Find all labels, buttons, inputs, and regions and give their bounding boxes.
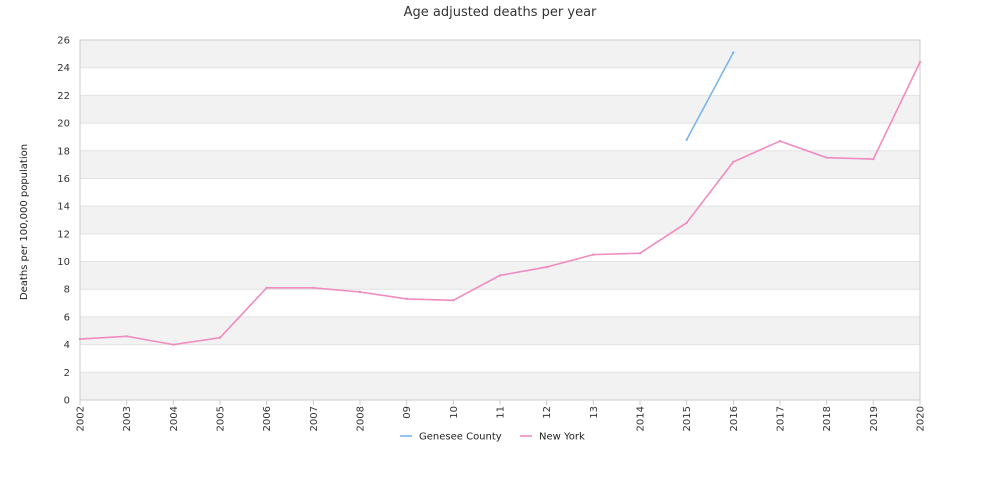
x-tick-label: 2015 [682,406,693,431]
y-tick-label: 22 [57,91,70,102]
data-point[interactable] [265,286,268,290]
band [80,40,920,68]
y-tick-label: 18 [57,146,70,157]
x-tick-label: 2019 [869,406,880,431]
band [80,289,920,317]
legend[interactable]: Genesee County New York [400,432,585,443]
legend-item[interactable]: Genesee County [400,432,502,443]
chart-title: Age adjusted deaths per year [404,5,597,20]
data-point[interactable] [685,221,688,224]
series-layer [78,51,922,346]
y-axis-title: Deaths per 100,000 population [19,144,30,300]
y-tick-label: 2 [64,368,70,379]
x-tick-label: 2005 [216,406,227,431]
band [80,316,920,345]
series-line[interactable] [685,51,735,141]
x-tick-label: 2016 [729,406,740,431]
data-point[interactable] [452,299,455,302]
y-tick-label: 14 [57,202,70,213]
y-tick-label: 26 [57,36,70,47]
data-point[interactable] [545,265,548,269]
x-tick-label: 2007 [309,406,320,431]
x-tick-label: 2006 [262,406,273,431]
y-tick-label: 8 [64,285,70,296]
data-point[interactable] [172,343,175,346]
data-point[interactable] [312,286,315,290]
data-point[interactable] [358,290,362,294]
x-tick-label: 2002 [76,406,87,431]
data-point[interactable] [825,156,828,159]
legend-label: New York [539,432,585,443]
data-point[interactable] [638,252,642,255]
x-axis: 2002 2003 2004 2005 2006 2007 2008 09 10 11 12 13 20… [76,400,927,431]
y-tick-label: 6 [64,312,70,323]
y-tick-label: 12 [57,229,70,240]
data-point[interactable] [732,160,735,164]
data-point[interactable] [498,274,502,277]
data-point[interactable] [918,60,922,64]
y-tick-label: 20 [57,119,70,130]
y-tick-label: 16 [57,174,70,185]
band [80,150,920,179]
band [80,123,920,151]
band [80,178,920,207]
y-tick-label: 0 [64,396,70,407]
x-tick-label: 2017 [776,406,787,431]
x-tick-label: 2018 [822,406,833,431]
data-point[interactable] [778,139,782,143]
band [80,95,920,124]
x-tick-label: 2008 [356,406,367,431]
band [80,233,920,262]
legend-item[interactable]: New York [520,432,585,443]
y-tick-label: 10 [57,257,70,268]
data-point[interactable] [405,297,408,301]
y-tick-label: 4 [64,340,70,351]
band [80,206,920,234]
y-tick-label: 24 [57,63,70,74]
data-point[interactable] [732,51,735,54]
legend-label: Genesee County [419,432,502,443]
x-tick-label: 10 [449,406,460,419]
x-tick-label: 09 [402,406,413,419]
data-point[interactable] [218,336,222,339]
data-point[interactable] [685,138,688,141]
data-point[interactable] [78,337,82,341]
data-point[interactable] [592,253,595,256]
background-bands [80,40,920,400]
x-tick-label: 2004 [169,406,180,431]
band [80,372,920,400]
band [80,344,920,373]
band [80,67,920,96]
x-tick-label: 11 [496,406,507,419]
x-tick-label: 13 [589,406,600,419]
data-point[interactable] [872,157,875,161]
x-tick-label: 2003 [122,406,133,431]
x-tick-label: 12 [542,406,553,419]
x-tick-label: 2020 [916,406,927,431]
data-point[interactable] [125,335,128,338]
x-tick-label: 2014 [636,406,647,431]
